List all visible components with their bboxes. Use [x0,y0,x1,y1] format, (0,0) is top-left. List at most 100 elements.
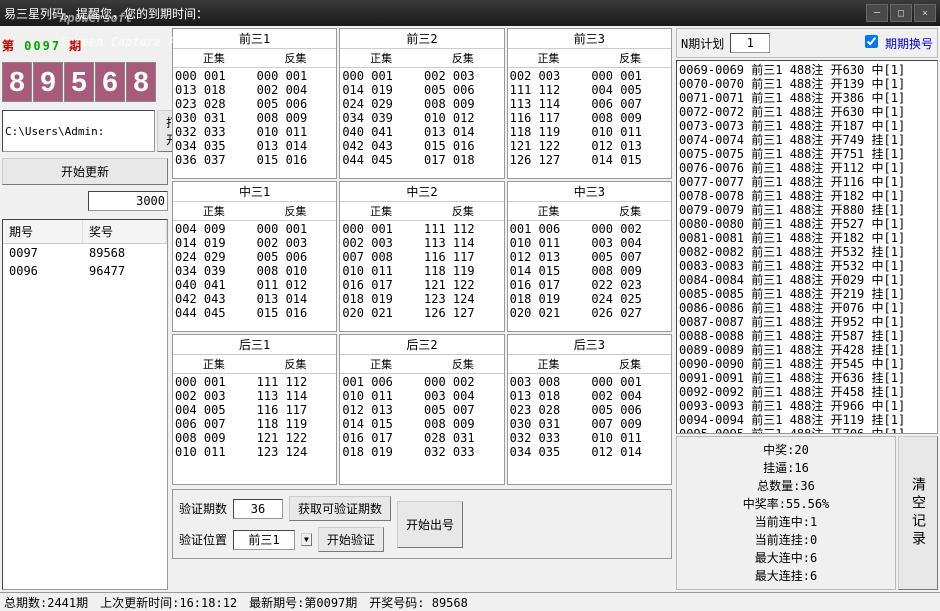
log-line: 0085-0085 前三1 488注 开219 挂[1] [679,287,935,301]
panel-col-left[interactable]: 000 001014 019024 029034 039040 041042 0… [340,68,422,178]
history-row[interactable]: 009789568 [3,244,167,262]
verify-panel: 验证期数 获取可验证期数 验证位置 ▼ 开始验证 开始出号 [172,489,672,559]
start-verify-button[interactable]: 开始验证 [318,527,384,552]
panel-col-left[interactable]: 001 006010 011012 013014 015016 017018 0… [508,221,590,331]
data-panel: 前三1 正集反集 000 001013 018023 028030 031032… [172,28,337,179]
panel-title: 中三2 [340,182,503,201]
dropdown-icon[interactable]: ▼ [301,533,312,546]
log-line: 0083-0083 前三1 488注 开532 中[1] [679,259,935,273]
data-panel: 中三3 正集反集 001 006010 011012 013014 015016… [507,181,672,332]
panel-col-right[interactable]: 002 003005 006008 009010 012013 014015 0… [422,68,504,178]
start-output-button[interactable]: 开始出号 [397,501,463,548]
panel-col-left[interactable]: 000 001002 003004 005006 007008 009010 0… [173,374,255,484]
history-row[interactable]: 009696477 [3,262,167,280]
path-input[interactable] [2,110,155,152]
panel-sub-right: 反集 [589,355,671,373]
data-panel: 前三2 正集反集 000 001014 019024 029034 039040… [339,28,504,179]
panel-sub-left: 正集 [173,49,255,67]
panel-sub-left: 正集 [340,355,422,373]
panel-title: 前三3 [508,29,671,48]
log-line: 0074-0074 前三1 488注 开749 挂[1] [679,133,935,147]
log-line: 0094-0094 前三1 488注 开119 挂[1] [679,413,935,427]
log-line: 0081-0081 前三1 488注 开182 中[1] [679,231,935,245]
panel-col-left[interactable]: 002 003111 112113 114116 117118 119121 1… [508,68,590,178]
panel-col-right[interactable]: 111 112113 114116 117118 119121 122123 1… [255,374,337,484]
title-bar: 易三星列码，提醒您，您的到期时间： ─ □ × [0,0,940,26]
log-line: 0078-0078 前三1 488注 开182 中[1] [679,189,935,203]
get-periods-button[interactable]: 获取可验证期数 [289,496,391,521]
status-bar: 总期数:2441期 上次更新时间:16:18:12 最新期号:第0097期 开奖… [0,592,940,611]
period-display: 第 0097 期 [2,28,168,58]
panel-sub-left: 正集 [340,49,422,67]
data-panel: 前三3 正集反集 002 003111 112113 114116 117118… [507,28,672,179]
panel-col-left[interactable]: 001 006010 011012 013014 015016 017018 0… [340,374,422,484]
stat-line: 最大连挂:6 [681,567,891,585]
panel-sub-left: 正集 [173,355,255,373]
panel-col-right[interactable]: 000 001004 005006 007008 009010 011012 0… [589,68,671,178]
panel-sub-right: 反集 [589,49,671,67]
stat-line: 中奖率:55.56% [681,495,891,513]
panel-sub-right: 反集 [422,355,504,373]
log-line: 0092-0092 前三1 488注 开458 挂[1] [679,385,935,399]
panel-col-right[interactable]: 000 002003 004005 007008 009022 023024 0… [589,221,671,331]
panel-sub-right: 反集 [422,202,504,220]
panel-col-left[interactable]: 000 001013 018023 028030 031032 033034 0… [173,68,255,178]
data-panel: 后三1 正集反集 000 001002 003004 005006 007008… [172,334,337,485]
log-line: 0095-0095 前三1 488注 开706 中[1] [679,427,935,434]
log-line: 0089-0089 前三1 488注 开428 挂[1] [679,343,935,357]
panel-title: 后三1 [173,335,336,354]
status-latest: 最新期号:第0097期 [249,594,357,611]
stat-line: 挂逼:16 [681,459,891,477]
update-button[interactable]: 开始更新 [2,158,168,185]
panel-sub-right: 反集 [255,49,337,67]
panel-sub-left: 正集 [173,202,255,220]
close-button[interactable]: × [914,4,936,22]
swap-checkbox[interactable] [865,35,878,48]
data-panel: 中三1 正集反集 004 009014 019024 029034 039040… [172,181,337,332]
panel-col-left[interactable]: 003 008013 018023 028030 031032 033034 0… [508,374,590,484]
maximize-button[interactable]: □ [890,4,912,22]
panel-col-right[interactable]: 000 001002 004005 006007 009010 011012 0… [589,374,671,484]
n-plan-label: N期计划 [681,35,724,52]
log-line: 0071-0071 前三1 488注 开386 中[1] [679,91,935,105]
panel-col-right[interactable]: 000 001002 003005 006008 010011 012013 0… [255,221,337,331]
stats-panel: 中奖:20挂逼:16总数量:36中奖率:55.56%当前连中:1当前连挂:0最大… [676,436,896,590]
panel-col-right[interactable]: 000 001002 004005 006008 009010 011013 0… [255,68,337,178]
stat-line: 当前连挂:0 [681,531,891,549]
panel-sub-left: 正集 [508,355,590,373]
verify-periods-label: 验证期数 [179,500,227,517]
swap-checkbox-label[interactable]: 期期换号 [865,35,933,52]
panel-sub-left: 正集 [340,202,422,220]
history-col-number: 奖号 [83,220,167,243]
log-line: 0077-0077 前三1 488注 开116 中[1] [679,175,935,189]
log-line: 0087-0087 前三1 488注 开952 中[1] [679,315,935,329]
verify-pos-select[interactable] [233,530,295,550]
history-table[interactable]: 期号 奖号 009789568009696477 [2,219,168,590]
status-number: 开奖号码: 89568 [369,594,468,611]
panel-col-left[interactable]: 004 009014 019024 029034 039040 041042 0… [173,221,255,331]
n-plan-input[interactable] [730,33,770,53]
jackpot-display: 89568 [2,62,168,102]
panel-title: 中三3 [508,182,671,201]
log-line: 0069-0069 前三1 488注 开630 中[1] [679,63,935,77]
verify-periods-input[interactable] [233,499,283,519]
jackpot-digit: 8 [2,62,32,102]
panel-title: 前三2 [340,29,503,48]
panel-col-left[interactable]: 000 001002 003007 008010 011016 017018 0… [340,221,422,331]
panel-sub-left: 正集 [508,202,590,220]
log-line: 0093-0093 前三1 488注 开966 中[1] [679,399,935,413]
plan-controls: N期计划 期期换号 [676,28,938,58]
clear-log-button[interactable]: 清空记录 [898,436,938,590]
panel-col-right[interactable]: 111 112113 114116 117118 119121 122123 1… [422,221,504,331]
count-input[interactable] [88,191,168,211]
log-panel[interactable]: 0069-0069 前三1 488注 开630 中[1]0070-0070 前三… [676,60,938,434]
window-title: 易三星列码，提醒您，您的到期时间： [4,5,866,22]
log-line: 0072-0072 前三1 488注 开630 中[1] [679,105,935,119]
panel-title: 后三2 [340,335,503,354]
log-line: 0088-0088 前三1 488注 开587 挂[1] [679,329,935,343]
panel-col-right[interactable]: 000 002003 004005 007008 009028 031032 0… [422,374,504,484]
panel-title: 前三1 [173,29,336,48]
log-line: 0091-0091 前三1 488注 开636 挂[1] [679,371,935,385]
minimize-button[interactable]: ─ [866,4,888,22]
jackpot-digit: 8 [126,62,156,102]
